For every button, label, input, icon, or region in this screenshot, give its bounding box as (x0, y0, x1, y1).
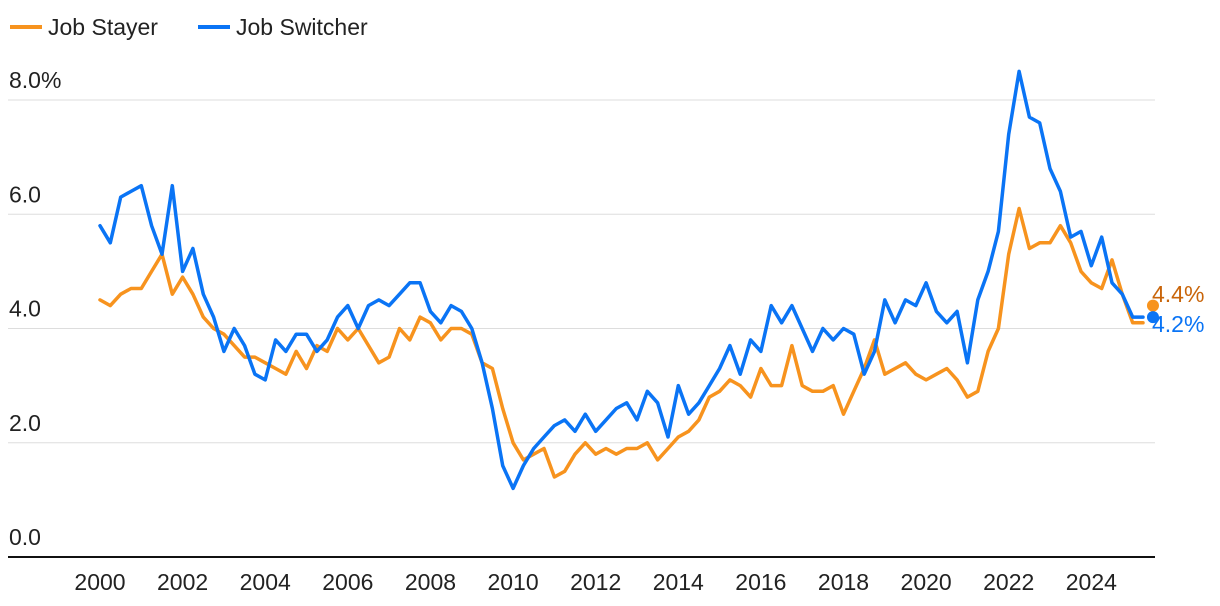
legend-label-job-switcher: Job Switcher (236, 14, 368, 40)
x-tick-label: 2008 (405, 569, 456, 595)
x-axis-tick-labels: 2000 2002 2004 2006 2008 2010 2012 2014 2016 2018… (74, 569, 1117, 595)
y-tick-label: 6.0 (9, 181, 41, 207)
x-tick-label: 2022 (983, 569, 1034, 595)
x-tick-label: 2018 (818, 569, 869, 595)
y-tick-label: 4.0 (9, 296, 41, 322)
x-tick-label: 2024 (1066, 569, 1117, 595)
x-tick-label: 2002 (157, 569, 208, 595)
end-label-job-switcher: 4.2% (1152, 311, 1204, 337)
x-tick-label: 2004 (240, 569, 291, 595)
series-lines (98, 69, 1145, 491)
gridlines (8, 99, 1155, 444)
end-marker-job-switcher (1146, 311, 1159, 324)
x-tick-label: 2016 (735, 569, 786, 595)
y-axis-tick-labels: 0.0 2.0 4.0 6.0 8.0% (9, 67, 61, 550)
y-tick-label: 2.0 (9, 410, 41, 436)
end-marker-job-stayer (1146, 299, 1159, 312)
x-tick-label: 2014 (653, 569, 704, 595)
end-markers: 4.4% 4.2% (1146, 281, 1204, 337)
x-tick-label: 2000 (74, 569, 125, 595)
legend-label-job-stayer: Job Stayer (48, 14, 158, 40)
series-line-job-switcher (98, 69, 1145, 491)
end-label-job-stayer: 4.4% (1152, 281, 1204, 307)
y-tick-label: 8.0% (9, 67, 61, 93)
x-tick-label: 2012 (570, 569, 621, 595)
x-tick-label: 2006 (322, 569, 373, 595)
x-tick-label: 2010 (487, 569, 538, 595)
legend: Job Stayer Job Switcher (10, 14, 368, 40)
y-tick-label: 0.0 (9, 524, 41, 550)
x-tick-label: 2020 (901, 569, 952, 595)
series-line-job-stayer (98, 206, 1145, 479)
